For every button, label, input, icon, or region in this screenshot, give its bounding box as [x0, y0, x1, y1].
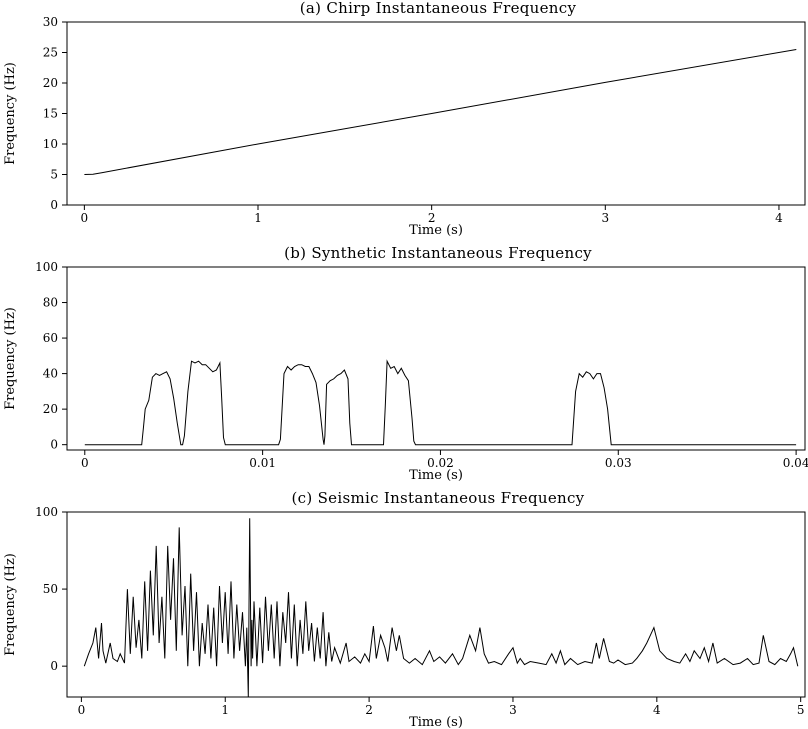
- chart-3-x-axis-label: Time (s): [409, 715, 463, 729]
- chart-1-y-tick-label: 30: [43, 15, 58, 29]
- chart-1-y-tick-label: 5: [50, 168, 58, 182]
- chart-1-x-tick-label: 1: [254, 211, 262, 225]
- chart-2-frame: [66, 266, 806, 451]
- chart-3-y-axis-label: Frequency (Hz): [3, 553, 18, 656]
- chart-1-x-tick-label: 4: [775, 211, 783, 225]
- chart-2-y-tick-label: 80: [43, 296, 58, 310]
- chart-2-x-tick-label: 0.02: [427, 456, 454, 470]
- chart-3-x-tick-label: 5: [797, 703, 805, 717]
- chart-1-x-tick-label: 3: [601, 211, 609, 225]
- chart-1-x-axis-label: Time (s): [409, 223, 463, 238]
- chart-1-frame: [66, 21, 806, 206]
- chart-3-x-tick-label: 4: [653, 703, 661, 717]
- chart-2-series-line: [84, 359, 797, 446]
- chart-3-x-tick-label: 3: [509, 703, 517, 717]
- chart-3-frame: [66, 511, 806, 698]
- chart-2-y-tick-label: 0: [50, 438, 58, 452]
- chart-2-y-axis-label: Frequency (Hz): [3, 307, 18, 410]
- chart-1-x-tick-label: 2: [428, 211, 436, 225]
- chart-2-x-tick-label: 0.01: [249, 456, 276, 470]
- chart-2-y-tick-label: 20: [43, 402, 58, 416]
- chart-2-x-axis-label: Time (s): [409, 468, 463, 483]
- chart-3-title: (c) Seismic Instantaneous Frequency: [292, 489, 585, 507]
- chart-1-y-tick-label: 20: [43, 76, 58, 90]
- chart-1-x-tick-label: 0: [81, 211, 89, 225]
- chart-1-y-tick-label: 0: [50, 198, 58, 212]
- chart-2-x-tick-label: 0.03: [605, 456, 632, 470]
- chart-1-series-line: [84, 49, 797, 175]
- chart-3-y-tick-label: 0: [50, 659, 58, 673]
- chart-2: (b) Synthetic Instantaneous Frequency Tim…: [3, 244, 808, 483]
- chart-1-y-tick-label: 15: [43, 107, 58, 121]
- chart-3-x-tick-label: 2: [365, 703, 373, 717]
- chart-1-y-axis-label: Frequency (Hz): [3, 62, 18, 165]
- chart-1: (a) Chirp Instantaneous Frequency Time (s…: [3, 0, 806, 238]
- chart-3-series-line: [83, 518, 799, 698]
- chart-2-x-tick-label: 0.04: [783, 456, 808, 470]
- chart-2-y-tick-label: 60: [43, 331, 58, 345]
- chart-2-y-tick-label: 100: [35, 260, 58, 274]
- chart-3-y-tick-label: 50: [43, 582, 58, 596]
- chart-2-y-tick-label: 40: [43, 367, 58, 381]
- chart-3-x-tick-label: 1: [221, 703, 229, 717]
- chart-2-x-tick-label: 0: [81, 456, 89, 470]
- chart-1-title: (a) Chirp Instantaneous Frequency: [300, 0, 577, 17]
- chart-3-x-tick-label: 0: [78, 703, 86, 717]
- chart-1-y-tick-label: 10: [43, 137, 58, 151]
- chart-3: (c) Seismic Instantaneous Frequency Time …: [3, 489, 806, 729]
- chart-3-y-tick-label: 100: [35, 505, 58, 519]
- chart-1-y-tick-label: 25: [43, 46, 58, 60]
- chart-2-title: (b) Synthetic Instantaneous Frequency: [284, 244, 592, 262]
